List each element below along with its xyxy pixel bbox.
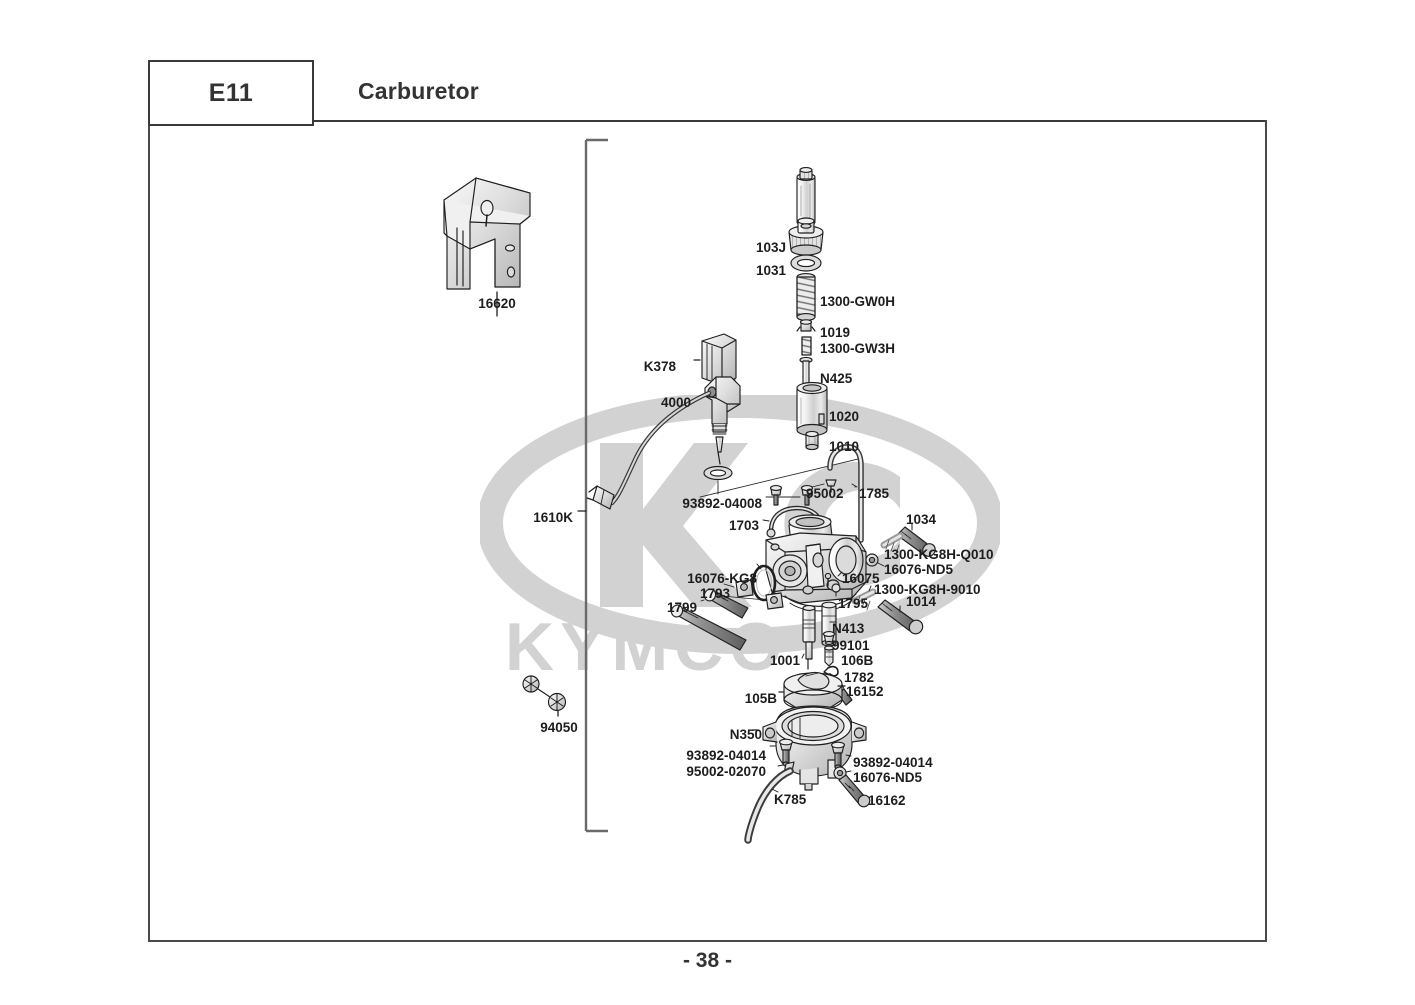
part-label-105B: 105B: [744, 691, 777, 706]
page-number: - 38 -: [682, 949, 732, 972]
part-label-1001: 1001: [769, 653, 800, 668]
part-label-K785: K785: [774, 792, 807, 807]
part-label-16076-ND5-lower: 16076-ND5: [853, 770, 923, 785]
part-label-95002-02070: 95002-02070: [686, 764, 766, 779]
assembly-group-bracket: [575, 138, 615, 833]
part-label-16152: 16152: [846, 684, 884, 699]
part-label-1034: 1034: [906, 512, 937, 527]
section-code-box: E11: [148, 60, 314, 126]
part-label-95002: 95002: [806, 486, 844, 501]
part-label-93892-04008: 93892-04008: [682, 496, 762, 511]
part-label-N413: N413: [832, 621, 865, 636]
part-label-N425: N425: [820, 371, 853, 386]
part-label-1799: 1799: [666, 600, 697, 615]
section-code: E11: [208, 78, 254, 107]
part-label-1795: 1795: [838, 596, 869, 611]
part-label-K378: K378: [643, 359, 676, 374]
part-label-1703: 1703: [728, 518, 759, 533]
part-label-1300-GW0H: 1300-GW0H: [820, 294, 896, 309]
part-label-93892-04014-left: 93892-04014: [686, 748, 766, 763]
part-label-1019: 1019: [820, 325, 851, 340]
diagram-frame: [148, 120, 1267, 942]
part-label-1020: 1020: [829, 409, 860, 424]
part-label-N350: N350: [729, 727, 762, 742]
part-label-106B: 106B: [841, 653, 874, 668]
part-label-1610K: 1610K: [533, 510, 573, 525]
part-label-1014: 1014: [906, 594, 937, 609]
part-label-1031: 1031: [755, 263, 786, 278]
part-label-94050: 94050: [540, 720, 578, 735]
part-label-4000: 4000: [660, 395, 691, 410]
part-label-93892-04014-right: 93892-04014: [853, 755, 933, 770]
part-label-1785: 1785: [859, 486, 890, 501]
header-divider: [148, 120, 1265, 122]
part-label-1793: 1793: [699, 586, 730, 601]
page-title: Carburetor: [358, 78, 479, 104]
part-label-1300-GW3H: 1300-GW3H: [820, 341, 896, 356]
part-label-1010: 1010: [829, 439, 860, 454]
part-label-1782: 1782: [844, 670, 875, 685]
part-label-99101: 99101: [832, 638, 870, 653]
part-label-16076-KG8: 16076-KG8: [687, 571, 757, 586]
part-label-16162: 16162: [868, 793, 906, 808]
part-label-16620: 16620: [478, 296, 516, 311]
part-label-103J: 103J: [755, 240, 786, 255]
part-label-16076-ND5-upper: 16076-ND5: [884, 562, 954, 577]
part-label-1300-KG8H-Q010: 1300-KG8H-Q010: [884, 547, 994, 562]
